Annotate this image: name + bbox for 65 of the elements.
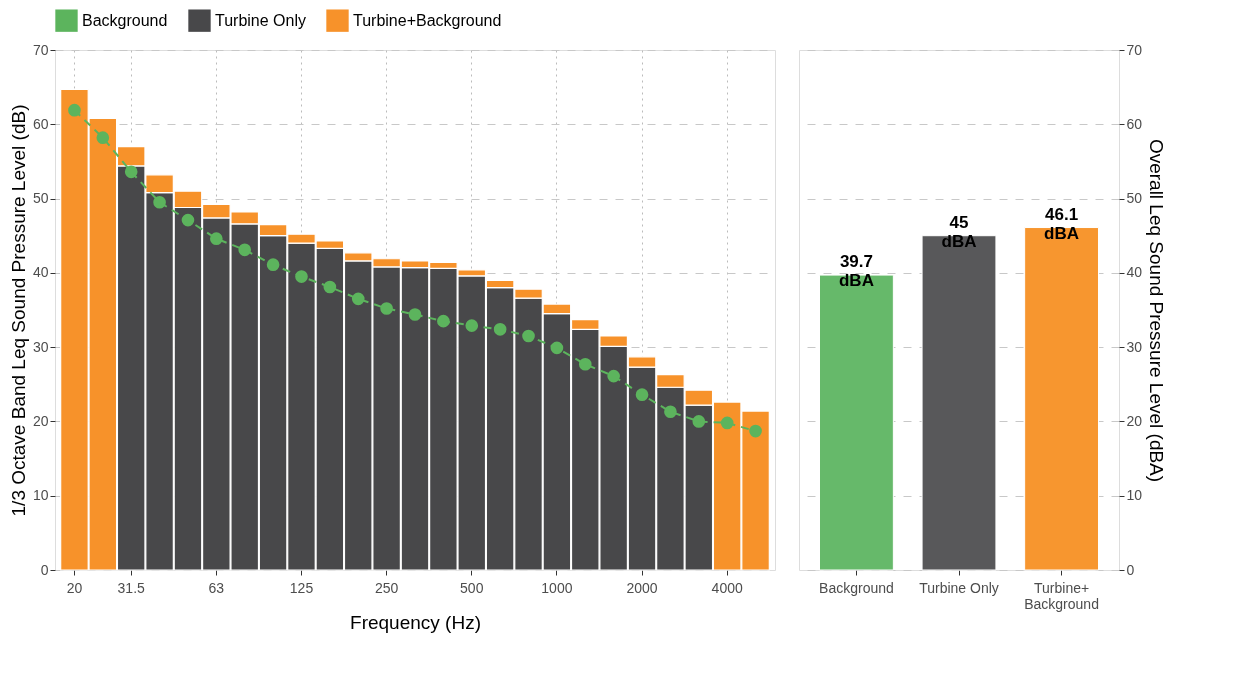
x-tick-label: 125 — [289, 579, 314, 596]
point — [607, 369, 620, 383]
point — [550, 341, 564, 355]
point — [295, 270, 308, 283]
x-tick-label: 500 — [460, 579, 484, 596]
point — [522, 329, 535, 343]
y-tick-label: 10 — [32, 487, 49, 504]
x-axis-title: Frequency (Hz) — [350, 611, 481, 633]
y-tick-label: 40 — [32, 264, 49, 281]
point — [380, 302, 393, 315]
bar — [819, 274, 894, 571]
x-tick-label: Turbine Only — [919, 579, 999, 596]
point — [578, 357, 592, 371]
y-tick-label: 70 — [32, 41, 49, 58]
y2-tick-label: 60 — [1126, 115, 1143, 132]
point — [68, 103, 81, 117]
x-tick-label: 250 — [374, 579, 399, 596]
y-axis-title: 1/3 Octave Band Leq Sound Pressure Level (dB) — [7, 104, 29, 517]
y-tick-label: 50 — [32, 190, 49, 207]
x-tick-label: Background — [819, 579, 894, 596]
point — [465, 319, 479, 332]
legend-label: Turbine+Background — [353, 11, 502, 29]
x-tick-label: 63 — [208, 579, 225, 596]
x-tick-label: Turbine+Background — [1024, 579, 1099, 612]
y2-tick-label: 70 — [1126, 41, 1143, 58]
data-label: 39.7 dBA — [838, 252, 874, 291]
point — [493, 323, 507, 336]
point — [210, 232, 223, 245]
bar — [921, 235, 997, 571]
point — [96, 131, 110, 144]
y2-tick-label: 20 — [1126, 412, 1143, 429]
point — [181, 213, 195, 227]
point — [266, 258, 280, 271]
data-label: 46.1 dBA — [1044, 204, 1080, 243]
x-tick-label: 31.5 — [117, 579, 146, 596]
y-tick-label: 60 — [32, 115, 49, 132]
x-tick-label: 4000 — [711, 579, 743, 596]
point — [124, 165, 138, 179]
point — [351, 292, 365, 306]
point — [749, 424, 762, 438]
data-label: 45 dBA — [941, 212, 977, 251]
y2-tick-label: 50 — [1126, 190, 1143, 207]
y-tick-label: 0 — [40, 561, 49, 578]
point — [153, 195, 166, 209]
point — [437, 314, 450, 328]
legend-label: Background — [82, 11, 168, 29]
point — [664, 405, 677, 419]
y2-tick-label: 30 — [1126, 338, 1143, 355]
point — [408, 308, 422, 321]
x-tick-label: 20 — [66, 579, 83, 596]
point — [238, 243, 252, 257]
x-tick-label: 2000 — [626, 579, 658, 596]
y2-tick-label: 0 — [1126, 561, 1135, 578]
point — [692, 415, 706, 428]
point — [635, 388, 649, 401]
x-tick-label: 1000 — [541, 579, 573, 596]
y2-tick-label: 40 — [1126, 264, 1143, 281]
legend-label: Turbine Only — [215, 11, 306, 29]
y-tick-label: 30 — [32, 338, 49, 355]
y2-tick-label: 10 — [1126, 487, 1143, 504]
point — [323, 280, 337, 294]
y2-axis-title: Overall Leq Sound Pressure Level (dBA) — [1146, 138, 1168, 483]
point — [720, 416, 734, 430]
y-tick-label: 20 — [32, 412, 49, 429]
bar — [1024, 227, 1099, 571]
